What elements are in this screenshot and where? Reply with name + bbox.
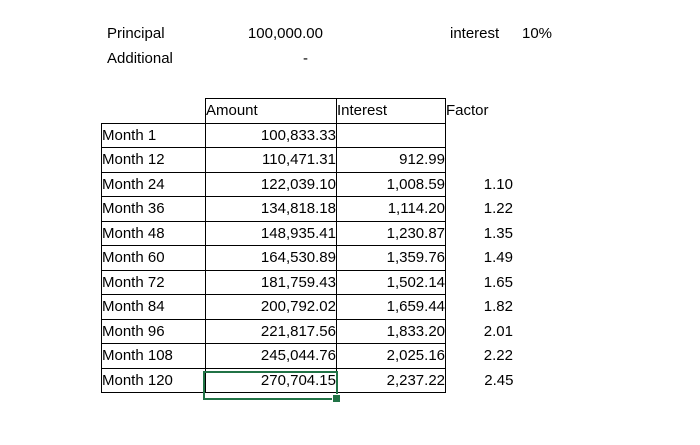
factor-cell[interactable]: 1.65: [483, 273, 513, 291]
factor-column-header[interactable]: Factor: [446, 102, 489, 119]
table-row: Month 108 245,044.76 2,025.16 2.22: [101, 343, 514, 369]
month-cell[interactable]: Month 96: [101, 318, 206, 344]
interest-cell[interactable]: 1,833.20: [336, 318, 446, 344]
factor-cell[interactable]: 1.10: [483, 175, 513, 193]
calculation-table: Amount Interest Factor Month 1 100,833.3…: [101, 98, 514, 393]
interest-cell[interactable]: 1,659.44: [336, 294, 446, 320]
interest-cell[interactable]: 1,230.87: [336, 220, 446, 246]
factor-cell[interactable]: 1.49: [483, 249, 513, 266]
month-cell[interactable]: Month 120: [101, 367, 206, 393]
additional-label[interactable]: Additional: [107, 50, 173, 67]
interest-cell[interactable]: 2,025.16: [336, 343, 446, 369]
interest-cell[interactable]: 1,359.76: [336, 245, 446, 271]
factor-cell[interactable]: [446, 148, 514, 173]
interest-label[interactable]: interest: [450, 25, 500, 42]
principal-value[interactable]: 100,000.00: [247, 25, 323, 42]
factor-cell[interactable]: 1.82: [483, 298, 513, 315]
amount-cell[interactable]: 134,818.18: [205, 196, 337, 222]
fill-handle[interactable]: [332, 394, 341, 403]
month-cell[interactable]: Month 24: [101, 171, 206, 197]
amount-cell[interactable]: 181,759.43: [205, 269, 337, 295]
table-row: Month 36 134,818.18 1,114.20 1.22: [101, 196, 514, 222]
factor-cell[interactable]: 2.22: [483, 347, 513, 364]
amount-cell[interactable]: 221,817.56: [205, 318, 337, 344]
factor-cell[interactable]: 1.22: [483, 200, 513, 217]
month-cell[interactable]: Month 1: [101, 122, 206, 148]
table-row: Month 84 200,792.02 1,659.44 1.82: [101, 294, 514, 320]
header-row: Amount Interest Factor: [102, 98, 514, 124]
empty-header-cell: [102, 99, 206, 124]
interest-cell[interactable]: [336, 122, 446, 148]
amount-cell[interactable]: 164,530.89: [205, 245, 337, 271]
amount-cell[interactable]: 122,039.10: [205, 171, 337, 197]
additional-value[interactable]: -: [303, 50, 308, 67]
table-row: Month 96 221,817.56 1,833.20 2.01: [101, 318, 514, 344]
month-cell[interactable]: Month 72: [101, 269, 206, 295]
table-row: Month 72 181,759.43 1,502.14 1.65: [101, 269, 514, 295]
table-row: Month 24 122,039.10 1,008.59 1.10: [101, 171, 514, 197]
table-row: Month 120 270,704.15 2,237.22 2.45: [101, 367, 514, 393]
amount-cell[interactable]: 148,935.41: [205, 220, 337, 246]
month-cell[interactable]: Month 36: [101, 196, 206, 222]
amount-column-header[interactable]: Amount: [205, 98, 337, 124]
table-row: Month 60 164,530.89 1,359.76 1.49: [101, 245, 514, 271]
interest-cell[interactable]: 2,237.22: [336, 367, 446, 393]
month-cell[interactable]: Month 12: [101, 147, 206, 173]
interest-cell[interactable]: 1,008.59: [336, 171, 446, 197]
amount-cell[interactable]: 110,471.31: [205, 147, 337, 173]
interest-cell[interactable]: 1,114.20: [336, 196, 446, 222]
amount-cell[interactable]: 200,792.02: [205, 294, 337, 320]
interest-cell[interactable]: 1,502.14: [336, 269, 446, 295]
table-row: Month 1 100,833.33: [101, 122, 514, 148]
month-cell[interactable]: Month 48: [101, 220, 206, 246]
amount-cell[interactable]: 270,704.15: [205, 367, 337, 393]
factor-cell[interactable]: [446, 123, 514, 148]
principal-label[interactable]: Principal: [107, 25, 165, 42]
factor-cell[interactable]: 2.45: [484, 371, 514, 389]
table-row: Month 12 110,471.31 912.99: [101, 147, 514, 173]
interest-column-header[interactable]: Interest: [336, 98, 446, 124]
factor-cell[interactable]: 2.01: [483, 322, 513, 340]
amount-cell[interactable]: 245,044.76: [205, 343, 337, 369]
amount-cell[interactable]: 100,833.33: [205, 122, 337, 148]
interest-value[interactable]: 10%: [522, 25, 553, 42]
month-cell[interactable]: Month 60: [101, 245, 206, 271]
factor-cell[interactable]: 1.35: [483, 224, 513, 242]
month-cell[interactable]: Month 84: [101, 294, 206, 320]
table-row: Month 48 148,935.41 1,230.87 1.35: [101, 220, 514, 246]
interest-cell[interactable]: 912.99: [336, 147, 446, 173]
month-cell[interactable]: Month 108: [101, 343, 206, 369]
